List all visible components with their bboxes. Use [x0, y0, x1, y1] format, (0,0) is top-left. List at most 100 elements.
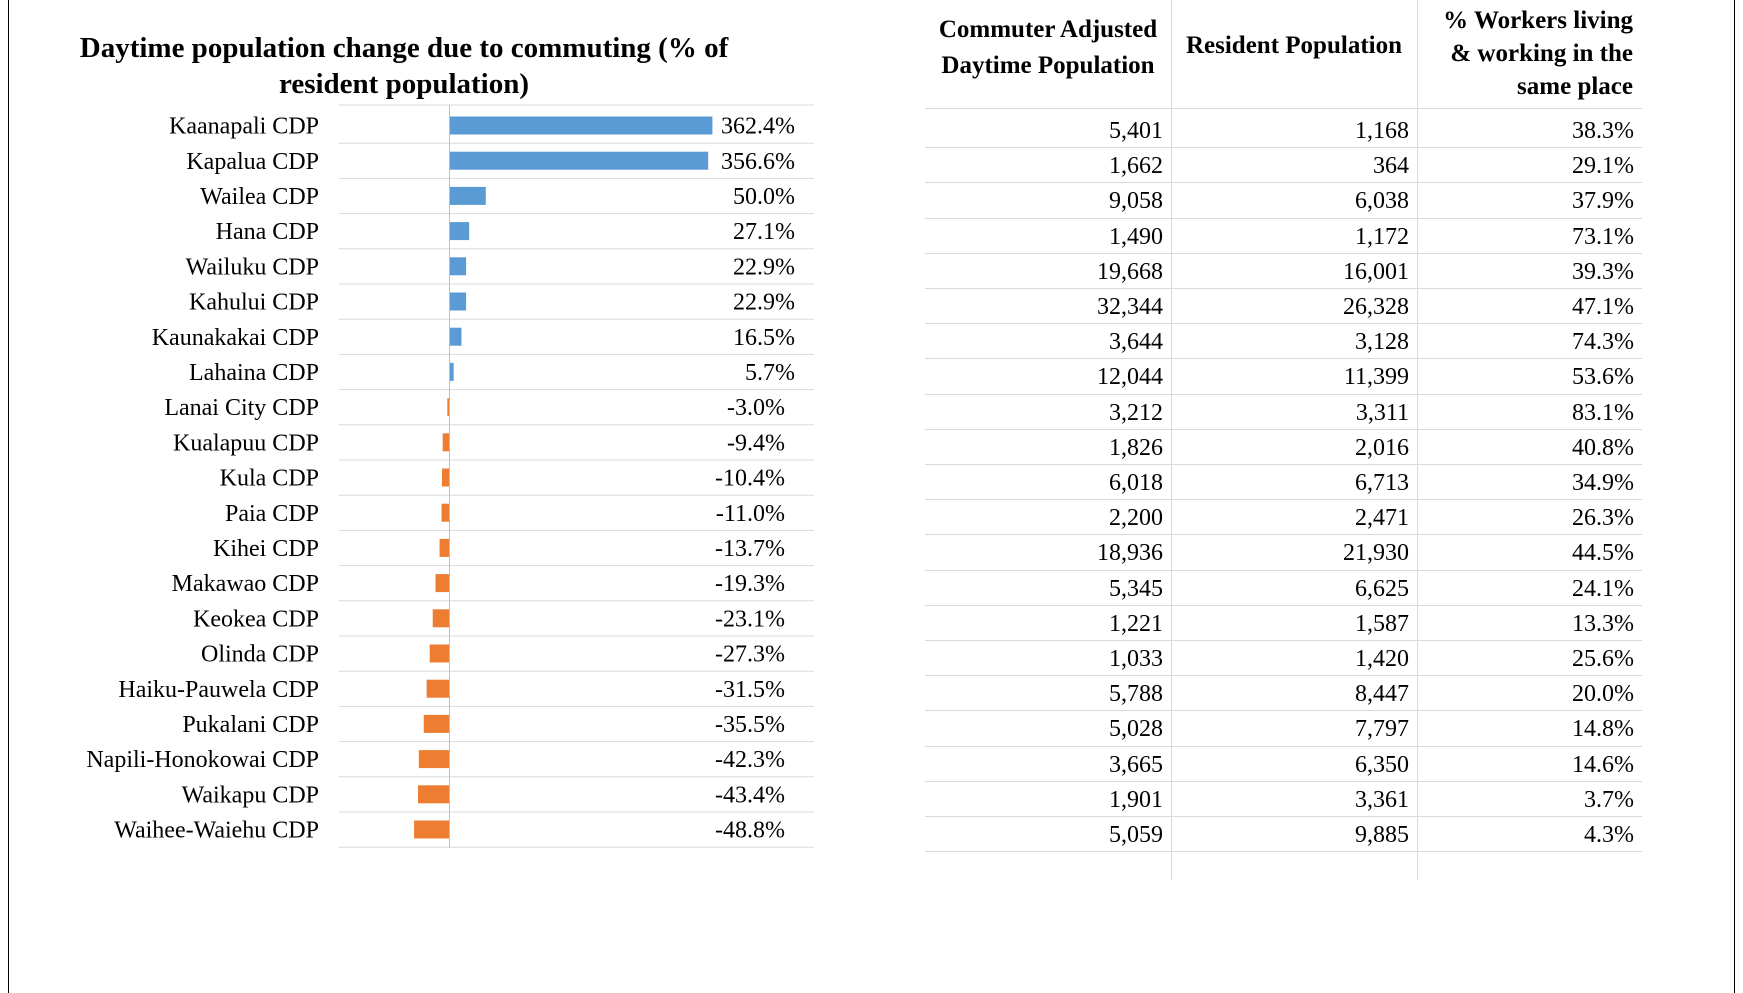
table-cell: 20.0% — [1572, 681, 1634, 708]
table-cell: 5,345 — [1109, 575, 1163, 602]
table-cell: 1,901 — [1109, 786, 1163, 813]
header-workers-same-place: % Workers living & working in the same p… — [1443, 7, 1633, 100]
value-label: -9.4% — [727, 430, 785, 456]
bar — [449, 327, 462, 346]
value-label: 50.0% — [733, 184, 795, 210]
category-label: Makawao CDP — [172, 571, 319, 597]
bar — [449, 257, 467, 276]
category-label: Kaunakakai CDP — [152, 325, 319, 351]
value-label: 27.1% — [733, 219, 795, 245]
table-cell: 6,038 — [1355, 188, 1409, 215]
row-separator — [925, 640, 1642, 641]
category-label: Lanai City CDP — [164, 395, 319, 421]
row-separator — [925, 428, 1642, 430]
table-cell: 1,172 — [1355, 223, 1409, 250]
value-label: 16.5% — [733, 325, 795, 351]
row-separator — [925, 604, 1642, 606]
data-table: Commuter Adjusted Daytime Population Resi… — [925, 0, 1736, 993]
row-separator — [925, 851, 1642, 853]
row-separator — [925, 217, 1642, 219]
table-cell: 9,885 — [1355, 822, 1409, 848]
column-separator — [1417, 0, 1418, 880]
category-label: Waihee-Waiehu CDP — [114, 818, 319, 844]
table-cell: 1,168 — [1355, 118, 1409, 144]
value-label: -23.1% — [715, 606, 785, 632]
chart-panel: Daytime population change due to commuti… — [9, 0, 925, 993]
row-separator — [925, 182, 1642, 184]
bar — [426, 679, 450, 698]
category-label: Kapalua CDP — [186, 149, 319, 175]
value-label: -31.5% — [715, 677, 785, 703]
table-cell: 3,665 — [1109, 751, 1163, 778]
table-cell: 25.6% — [1572, 646, 1634, 672]
chart-title: Daytime population change due to commuti… — [69, 30, 739, 102]
header-resident-population: Resident Population — [1185, 32, 1402, 59]
table-cell: 47.1% — [1572, 294, 1634, 320]
table-cell: 26.3% — [1572, 505, 1634, 532]
table-cell: 24.1% — [1572, 575, 1634, 602]
bar — [449, 362, 454, 381]
bar — [435, 574, 450, 593]
header-daytime-population: Commuter Adjusted Daytime Population — [938, 16, 1158, 79]
bar — [449, 186, 486, 205]
category-label: Napili-Honokowai CDP — [86, 747, 319, 773]
table-cell: 16,001 — [1343, 258, 1409, 285]
table-cell: 6,018 — [1109, 470, 1163, 496]
bar — [439, 538, 450, 557]
table-cell: 44.5% — [1572, 540, 1634, 567]
table-cell: 364 — [1373, 153, 1409, 180]
table-cell: 2,471 — [1355, 505, 1409, 532]
bar — [423, 714, 450, 733]
table-cell: 2,016 — [1355, 434, 1409, 461]
category-label: Kula CDP — [220, 466, 319, 492]
table-cell: 5,059 — [1109, 822, 1163, 848]
table-cell: 6,625 — [1355, 575, 1409, 602]
table-cell: 5,028 — [1109, 716, 1163, 743]
table-cell: 6,350 — [1355, 751, 1409, 778]
table-cell: 21,930 — [1343, 540, 1409, 567]
category-label: Haiku-Pauwela CDP — [118, 677, 319, 703]
value-label: -35.5% — [715, 712, 785, 738]
value-label: -43.4% — [715, 782, 785, 808]
bar — [447, 398, 450, 417]
table-cell: 1,490 — [1109, 223, 1163, 250]
table-cell: 5,788 — [1109, 681, 1163, 708]
table-cell: 5,401 — [1109, 118, 1163, 144]
category-label: Waikapu CDP — [182, 782, 319, 808]
bar — [432, 609, 450, 628]
table-cell: 3,644 — [1109, 329, 1163, 356]
table-cell: 1,033 — [1109, 646, 1163, 672]
table-cell: 3,128 — [1355, 329, 1409, 356]
table-cell: 34.9% — [1572, 470, 1634, 496]
table-cell: 26,328 — [1343, 294, 1409, 320]
bar — [441, 503, 450, 522]
row-separator — [925, 569, 1642, 571]
value-label: -10.4% — [715, 466, 785, 492]
value-label: 22.9% — [733, 290, 795, 316]
row-separator — [925, 147, 1642, 149]
value-label: 22.9% — [733, 254, 795, 280]
bar — [429, 644, 450, 663]
row-separator — [925, 288, 1642, 289]
table-cell: 53.6% — [1572, 364, 1634, 391]
row-separator — [925, 534, 1642, 536]
table-cell: 1,221 — [1109, 610, 1163, 637]
table-cell: 37.9% — [1572, 188, 1634, 215]
figure-frame: Daytime population change due to commuti… — [8, 0, 1735, 993]
table-cell: 1,826 — [1109, 434, 1163, 461]
table-cell: 11,399 — [1343, 364, 1409, 391]
table-cell: 8,447 — [1355, 681, 1409, 708]
table-cell: 83.1% — [1572, 399, 1634, 426]
table-cell: 3,311 — [1355, 399, 1409, 426]
header-rule — [925, 108, 1642, 109]
table-cell: 2,200 — [1109, 505, 1163, 532]
table-cell: 3,361 — [1355, 786, 1409, 813]
value-label: -27.3% — [715, 642, 785, 668]
bar — [414, 820, 450, 839]
row-separator — [925, 323, 1642, 325]
value-label: -3.0% — [727, 395, 785, 421]
table-cell: 18,936 — [1097, 540, 1163, 567]
bar — [418, 750, 450, 769]
bar — [441, 468, 450, 487]
table-cell: 1,662 — [1109, 153, 1163, 180]
